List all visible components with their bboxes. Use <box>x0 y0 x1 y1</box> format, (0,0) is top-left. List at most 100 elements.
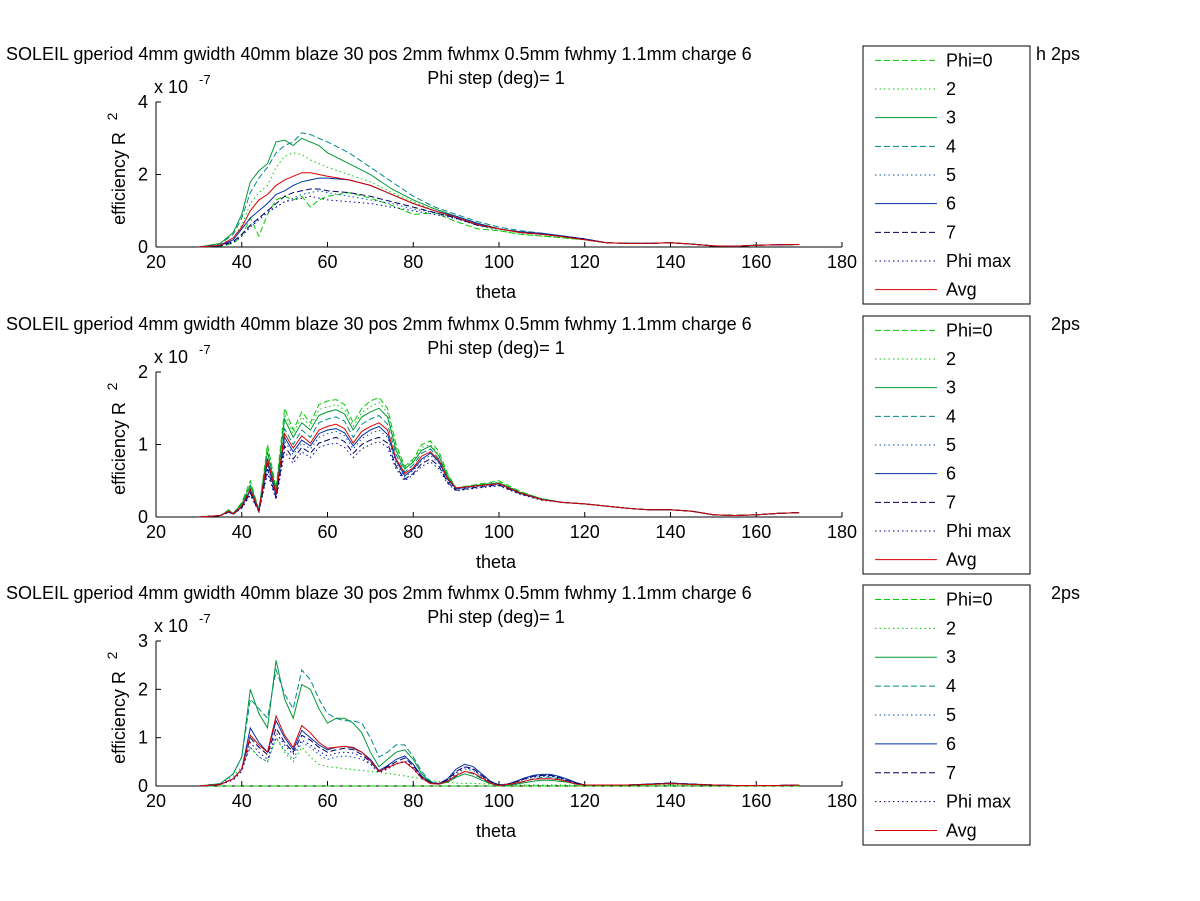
chart-title: SOLEIL gperiod 4mm gwidth 40mm blaze 30 … <box>6 583 752 603</box>
series-line-8 <box>198 441 800 518</box>
legend-label: Phi=0 <box>946 320 993 340</box>
chart-title: SOLEIL gperiod 4mm gwidth 40mm blaze 30 … <box>6 314 752 334</box>
y-axis-label-superscript: 2 <box>104 112 120 120</box>
chart-subtitle: Phi step (deg)= 1 <box>427 607 565 627</box>
y-axis-label: efficiency R 2 <box>104 651 129 763</box>
x-tick-label: 140 <box>655 252 685 272</box>
legend-label: 2 <box>946 349 956 369</box>
y-exponent-base: x 10 <box>154 616 188 636</box>
x-tick-label: 120 <box>570 791 600 811</box>
legend-label: Phi=0 <box>946 50 993 70</box>
legend-label: Phi max <box>946 251 1011 271</box>
legend-label: 3 <box>946 378 956 398</box>
x-tick-label: 100 <box>484 791 514 811</box>
y-exponent-power: -7 <box>199 72 211 87</box>
series-group <box>198 396 800 518</box>
legend: Phi=0 2 3 4 5 6 7 Phi max Avg <box>862 45 1031 305</box>
legend-label: 5 <box>946 435 956 455</box>
y-axis-label-text: efficiency R <box>109 132 129 225</box>
y-exponent-power: -7 <box>199 611 211 626</box>
series-line-2 <box>198 401 800 518</box>
y-axis-label: efficiency R 2 <box>104 112 129 224</box>
legend-label: 4 <box>946 406 956 426</box>
x-tick-label: 60 <box>317 522 337 542</box>
legend-label: 7 <box>946 763 956 783</box>
x-tick-label: 180 <box>827 522 857 542</box>
chart-title-suffix: h 2ps <box>1036 44 1080 64</box>
legend-label: 3 <box>946 647 956 667</box>
legend-label: 6 <box>946 464 956 484</box>
x-tick-label: 20 <box>146 522 166 542</box>
x-tick-label: 180 <box>827 252 857 272</box>
chart-subtitle: Phi step (deg)= 1 <box>427 338 565 358</box>
x-tick-label: 80 <box>403 252 423 272</box>
x-tick-label: 140 <box>655 791 685 811</box>
legend-label: Phi=0 <box>946 589 993 609</box>
series-line-9 <box>198 172 800 248</box>
legend-label: 7 <box>946 492 956 512</box>
legend-label: Avg <box>946 821 977 841</box>
legend-box <box>862 315 1031 575</box>
legend-label: 6 <box>946 194 956 214</box>
y-exponent-label: x 10 -7 <box>154 611 211 636</box>
x-tick-label: 160 <box>741 791 771 811</box>
y-axis-label-text: efficiency R <box>109 402 129 495</box>
y-exponent-base: x 10 <box>154 347 188 367</box>
chart-title-suffix: 2ps <box>1051 314 1080 334</box>
legend-box <box>862 45 1031 305</box>
y-exponent-base: x 10 <box>154 77 188 97</box>
series-group <box>198 132 800 248</box>
legend-label: Phi max <box>946 792 1011 812</box>
chart-panel-2: 20 40 60 80 100 120 140 160 180 0 1 2 x 10 -7 SOLEIL g… <box>6 314 1080 575</box>
legend-label: Phi max <box>946 521 1011 541</box>
x-axis-label: theta <box>476 282 517 302</box>
legend-label: Avg <box>946 280 977 300</box>
y-tick-label: 1 <box>138 435 148 455</box>
y-axis-label-superscript: 2 <box>104 382 120 390</box>
legend-label: 2 <box>946 79 956 99</box>
y-tick-label: 0 <box>138 507 148 527</box>
y-tick-label: 0 <box>138 776 148 796</box>
x-tick-label: 60 <box>317 791 337 811</box>
legend-label: 5 <box>946 705 956 725</box>
y-tick-label: 1 <box>138 728 148 748</box>
x-tick-label: 60 <box>317 252 337 272</box>
y-tick-label: 2 <box>138 679 148 699</box>
x-tick-label: 40 <box>232 252 252 272</box>
legend-label: Avg <box>946 550 977 570</box>
legend: Phi=0 2 3 4 5 6 7 Phi max Avg <box>862 315 1031 575</box>
x-tick-label: 20 <box>146 252 166 272</box>
y-tick-label: 2 <box>138 362 148 382</box>
x-tick-label: 160 <box>741 522 771 542</box>
chart-title-suffix: 2ps <box>1051 583 1080 603</box>
chart-subtitle: Phi step (deg)= 1 <box>427 68 565 88</box>
legend-label: 7 <box>946 222 956 242</box>
x-tick-label: 180 <box>827 791 857 811</box>
series-line-7 <box>198 726 800 787</box>
x-tick-label: 100 <box>484 522 514 542</box>
y-exponent-power: -7 <box>199 342 211 357</box>
series-line-5 <box>198 190 800 248</box>
y-exponent-label: x 10 -7 <box>154 342 211 367</box>
y-axis-label-superscript: 2 <box>104 651 120 659</box>
y-tick-label: 2 <box>138 165 148 185</box>
series-line-9 <box>198 714 800 787</box>
chart-panel-3: 20 40 60 80 100 120 140 160 180 0 1 2 3 x 10 -7 SOLEIL … <box>6 583 1080 846</box>
legend-label: 4 <box>946 136 956 156</box>
x-tick-label: 100 <box>484 252 514 272</box>
y-tick-label: 3 <box>138 631 148 651</box>
y-tick-label: 0 <box>138 237 148 257</box>
y-axis-label-text: efficiency R <box>109 671 129 764</box>
x-axis-label: theta <box>476 821 517 841</box>
legend-box <box>862 584 1031 846</box>
legend-label: 4 <box>946 676 956 696</box>
x-tick-label: 120 <box>570 522 600 542</box>
legend: Phi=0 2 3 4 5 6 7 Phi max Avg <box>862 584 1031 846</box>
y-axis-label: efficiency R 2 <box>104 382 129 494</box>
legend-label: 3 <box>946 108 956 128</box>
x-tick-label: 80 <box>403 791 423 811</box>
x-tick-label: 120 <box>570 252 600 272</box>
series-line-7 <box>198 436 800 518</box>
x-axis-label: theta <box>476 552 517 572</box>
